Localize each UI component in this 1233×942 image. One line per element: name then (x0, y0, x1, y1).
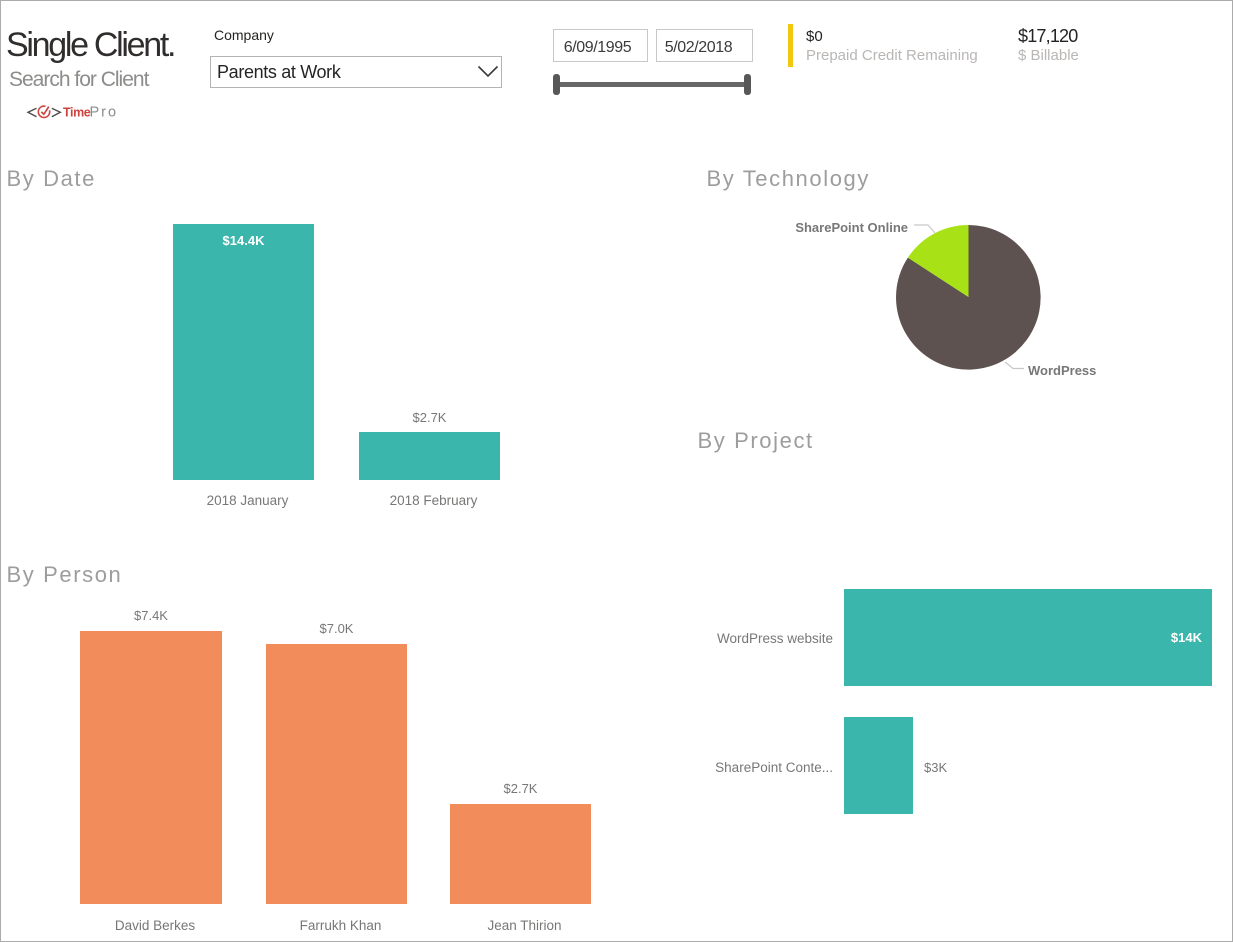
svg-text:Pro: Pro (90, 105, 119, 121)
svg-text:Time: Time (63, 106, 91, 120)
